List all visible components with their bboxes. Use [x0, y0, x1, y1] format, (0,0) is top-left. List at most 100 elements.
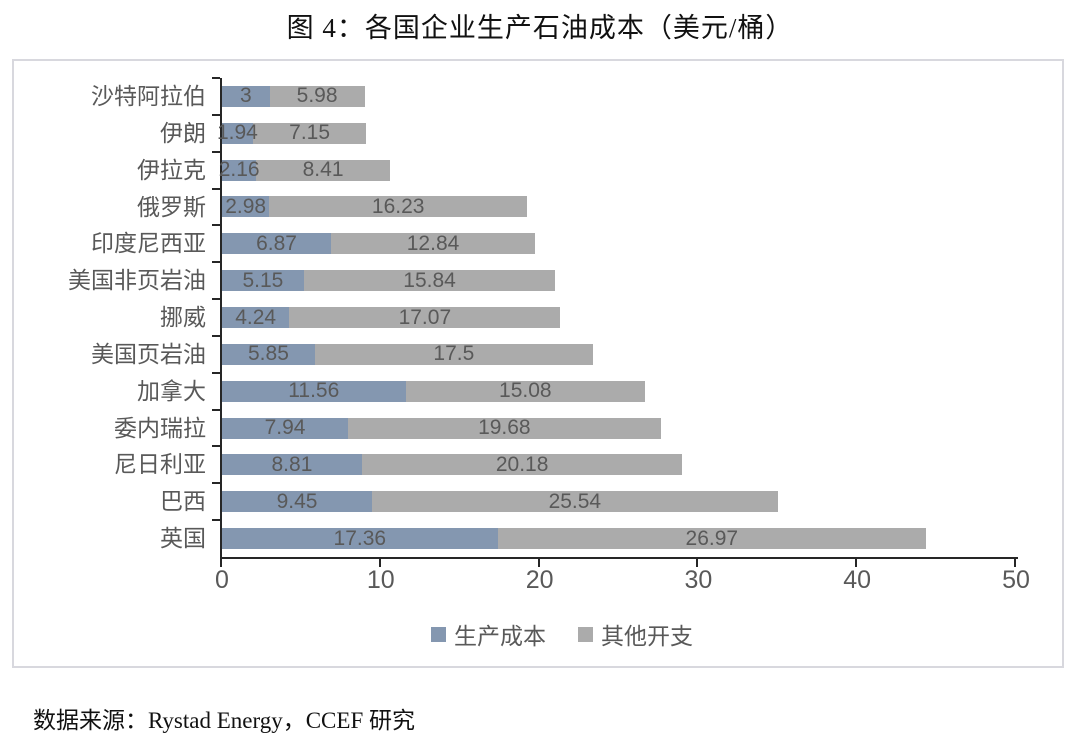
value-label: 1.94	[216, 121, 258, 145]
value-label: 5.15	[242, 268, 284, 292]
other-expense-segment	[256, 159, 390, 181]
production-cost-segment	[222, 307, 290, 328]
x-axis-tick	[696, 559, 699, 567]
value-label: 5.85	[248, 342, 289, 366]
y-axis-tick	[212, 187, 220, 190]
y-axis-tick	[212, 519, 220, 522]
value-label: 4.24	[235, 305, 277, 329]
value-label: 5.98	[296, 84, 338, 108]
production-cost-segment	[222, 270, 304, 292]
legend-item-production-cost: 生产成本	[431, 617, 546, 651]
value-label: 19.68	[478, 416, 531, 440]
category-label: 巴西	[160, 488, 206, 515]
other-expense-segment	[497, 528, 926, 550]
category-label: 委内瑞拉	[114, 414, 206, 441]
y-axis-tick	[212, 371, 220, 374]
y-axis-tick	[212, 150, 220, 153]
value-label: 3	[239, 84, 252, 108]
production-cost-segment	[222, 491, 373, 513]
y-axis-tick	[212, 445, 220, 448]
value-label: 9.45	[276, 489, 318, 513]
category-label: 印度尼西亚	[91, 230, 206, 257]
x-axis-line	[220, 557, 1018, 559]
legend-swatch-production-cost	[431, 626, 446, 642]
chart-title: 图 4：各国企业生产石油成本（美元/桶）	[286, 13, 794, 43]
value-label: 8.41	[302, 158, 344, 182]
legend: 生产成本 其他开支	[38, 617, 1080, 651]
category-label: 尼日利亚	[114, 451, 206, 478]
x-tick-label: 50	[1002, 566, 1030, 594]
x-axis-tick	[378, 559, 381, 567]
other-expense-segment	[289, 307, 561, 328]
footer-source: 数据来源：Rystad Energy，CCEF 研究	[33, 708, 415, 733]
production-cost-segment	[222, 233, 332, 255]
value-label: 6.87	[256, 231, 297, 255]
value-label: 7.94	[264, 416, 306, 440]
x-axis-tick	[537, 559, 540, 567]
category-label: 俄罗斯	[137, 193, 206, 220]
y-axis-tick	[212, 224, 220, 227]
legend-label-other-expense: 其他开支	[601, 623, 693, 649]
value-label: 2.98	[225, 194, 267, 218]
other-expense-segment	[331, 233, 535, 255]
category-label: 美国页岩油	[91, 340, 206, 367]
x-tick-label: 20	[525, 566, 554, 594]
production-cost-segment	[222, 196, 270, 218]
y-axis-tick	[212, 408, 220, 411]
value-label: 26.97	[685, 526, 739, 550]
legend-label-production-cost: 生产成本	[454, 623, 546, 649]
y-axis-tick	[212, 482, 220, 485]
production-cost-segment	[222, 454, 362, 476]
production-cost-segment	[222, 417, 349, 439]
y-axis-tick	[212, 298, 220, 301]
x-tick-label: 0	[215, 566, 229, 594]
production-cost-segment	[222, 343, 315, 365]
x-axis-tick	[1014, 559, 1016, 567]
other-expense-segment	[303, 270, 556, 292]
value-label: 17.36	[333, 526, 387, 550]
legend-item-other-expense: 其他开支	[578, 617, 693, 651]
legend-swatch-other-expense	[578, 626, 593, 642]
production-cost-segment	[222, 528, 498, 550]
value-label: 25.54	[548, 489, 602, 513]
production-cost-segment	[222, 380, 406, 402]
other-expense-segment	[361, 454, 683, 476]
other-expense-segment	[252, 122, 367, 144]
value-label: 15.84	[403, 268, 456, 292]
production-cost-segment	[222, 85, 270, 107]
value-label: 7.15	[289, 121, 331, 145]
value-label: 8.81	[271, 452, 313, 476]
x-tick-label: 40	[843, 566, 872, 594]
category-label: 美国非页岩油	[68, 267, 206, 294]
other-expense-segment	[348, 417, 661, 439]
production-cost-segment	[222, 122, 253, 144]
value-label: 12.84	[406, 231, 460, 255]
value-label: 17.5	[433, 342, 475, 366]
other-expense-segment	[269, 196, 528, 218]
other-expense-segment	[405, 380, 646, 402]
y-axis-tick	[212, 334, 220, 337]
other-expense-segment	[269, 85, 365, 107]
category-label: 伊朗	[160, 119, 206, 146]
y-axis-line	[220, 78, 222, 559]
category-label: 伊拉克	[137, 156, 206, 183]
x-axis-tick	[855, 559, 858, 567]
y-axis-tick	[212, 113, 220, 116]
value-label: 16.23	[371, 194, 425, 218]
value-label: 20.18	[495, 452, 549, 476]
category-label: 加拿大	[137, 377, 206, 404]
category-label: 挪威	[160, 304, 206, 331]
y-axis-tick	[212, 261, 220, 264]
category-label: 英国	[160, 525, 206, 552]
value-label: 17.07	[398, 305, 452, 329]
value-label: 15.08	[499, 379, 552, 403]
value-label: 11.56	[288, 379, 340, 403]
other-expense-segment	[314, 343, 593, 365]
x-tick-label: 10	[366, 566, 395, 594]
y-axis-tick	[212, 77, 220, 79]
x-axis-tick	[220, 559, 222, 567]
chart-frame: 沙特阿拉伯 3 5.98 伊朗 1.94 7.15 伊拉克 2.16 8.41 俄罗斯 2.98 16…	[12, 59, 1064, 668]
other-expense-segment	[372, 491, 778, 513]
category-label: 沙特阿拉伯	[91, 83, 206, 109]
